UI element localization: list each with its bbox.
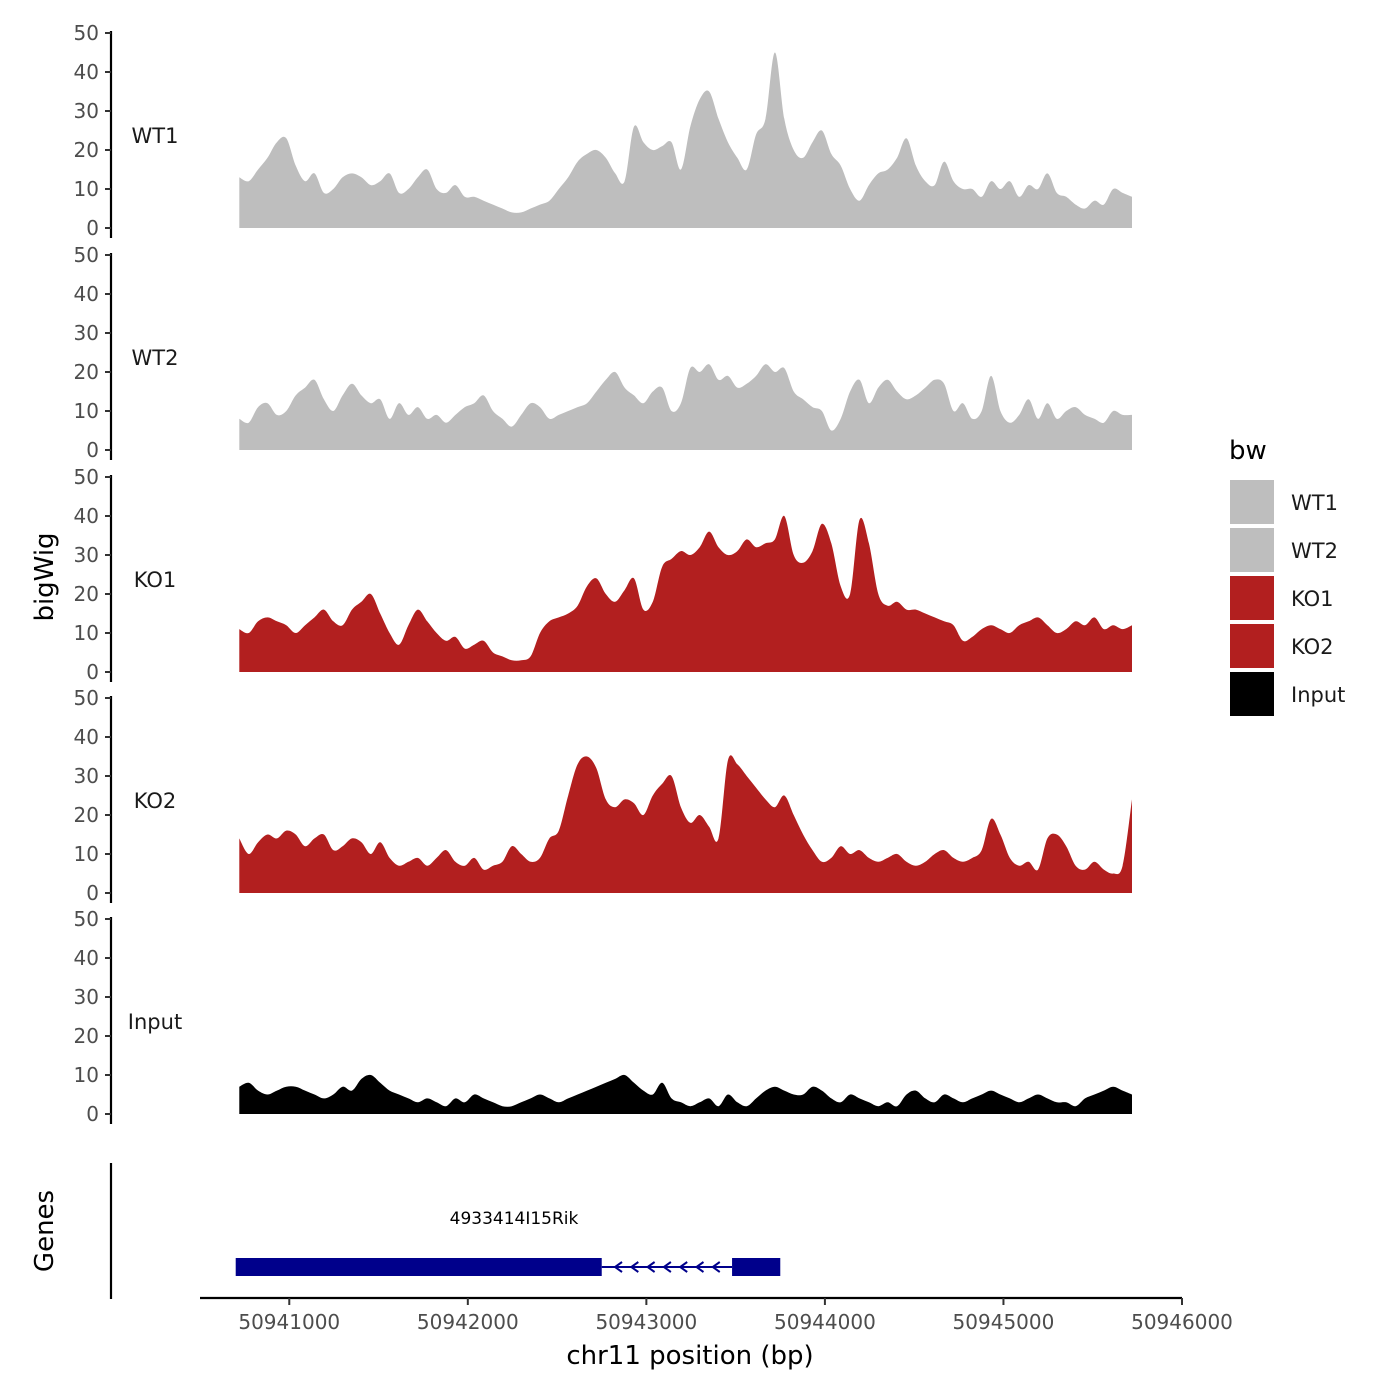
x-tick-label: 50944000 (774, 1310, 876, 1334)
y-tick-label: 50 (74, 243, 99, 267)
gene-track: Genes 4933414I15Rik (30, 1163, 781, 1299)
y-tick-label: 20 (74, 138, 99, 162)
x-axis: 50941000 50942000 50943000 50944000 50945000… (200, 1296, 1233, 1371)
y-tick-label: 0 (86, 1102, 99, 1126)
y-tick-label: 30 (74, 543, 99, 567)
y-tick-label: 40 (74, 504, 99, 528)
y-tick-label: 30 (74, 99, 99, 123)
x-tick-label: 50946000 (1131, 1310, 1233, 1334)
x-axis-title: chr11 position (bp) (566, 1341, 813, 1371)
track-input: 0 10 20 30 40 50 Input (74, 907, 1133, 1126)
area-wt2 (239, 364, 1133, 450)
y-tick-label: 10 (74, 1063, 99, 1087)
area-wt1 (239, 52, 1133, 228)
y-tick-label: 20 (74, 582, 99, 606)
y-tick-label: 50 (74, 686, 99, 710)
track-label-wt1: WT1 (132, 124, 179, 148)
x-tick-label: 50943000 (595, 1310, 697, 1334)
gene-track-label: Genes (30, 1190, 60, 1272)
y-tick-label: 0 (86, 660, 99, 684)
x-tick-label: 50941000 (238, 1310, 340, 1334)
legend-title: bw (1229, 436, 1267, 466)
y-tick-label: 40 (74, 725, 99, 749)
legend-swatch-wt2 (1230, 528, 1274, 572)
y-tick-label: 30 (74, 321, 99, 345)
strand-arrow-icon (629, 1261, 639, 1273)
y-tick-label: 0 (86, 216, 99, 240)
track-wt1: 0 10 20 30 40 50 WT1 (74, 21, 1133, 240)
area-input (239, 1074, 1133, 1114)
y-tick-label: 50 (74, 907, 99, 931)
track-ko2: 0 10 20 30 40 50 KO2 (74, 686, 1133, 905)
strand-arrow-icon (662, 1261, 672, 1273)
gene-exon (732, 1258, 781, 1276)
legend: bw WT1 WT2 KO1 KO2 Input (1229, 436, 1345, 716)
y-tick-label: 40 (74, 282, 99, 306)
legend-swatch-ko2 (1230, 624, 1274, 668)
area-ko1 (239, 515, 1133, 672)
legend-label-input: Input (1291, 683, 1345, 707)
strand-arrow-icon (678, 1261, 688, 1273)
track-ko1: 0 10 20 30 40 50 KO1 (74, 465, 1133, 684)
legend-label-ko1: KO1 (1291, 587, 1334, 611)
x-tick-label: 50942000 (417, 1310, 519, 1334)
legend-label-ko2: KO2 (1291, 635, 1334, 659)
strand-arrow-icon (613, 1261, 623, 1273)
y-tick-label: 50 (74, 21, 99, 45)
y-tick-label: 0 (86, 438, 99, 462)
x-tick-label: 50945000 (953, 1310, 1055, 1334)
y-tick-label: 10 (74, 842, 99, 866)
legend-label-wt2: WT2 (1291, 539, 1338, 563)
y-tick-label: 20 (74, 1024, 99, 1048)
track-label-ko2: KO2 (134, 789, 177, 813)
legend-swatch-ko1 (1230, 576, 1274, 620)
legend-swatch-wt1 (1230, 480, 1274, 524)
track-label-ko1: KO1 (134, 568, 177, 592)
area-ko2 (239, 755, 1133, 893)
y-tick-label: 40 (74, 946, 99, 970)
strand-arrow-icon (645, 1261, 656, 1273)
y-tick-label: 40 (74, 60, 99, 84)
y-tick-label: 30 (74, 985, 99, 1009)
track-wt2: 0 10 20 30 40 50 WT2 (74, 243, 1133, 462)
y-tick-label: 0 (86, 881, 99, 905)
legend-label-wt1: WT1 (1291, 491, 1338, 515)
y-tick-label: 10 (74, 399, 99, 423)
track-label-input: Input (128, 1010, 182, 1034)
strand-arrow-icon (711, 1261, 721, 1273)
y-tick-label: 20 (74, 360, 99, 384)
track-label-wt2: WT2 (132, 346, 179, 370)
y-tick-label: 10 (74, 177, 99, 201)
y-tick-label: 20 (74, 803, 99, 827)
legend-swatch-input (1230, 672, 1274, 716)
y-tick-label: 50 (74, 465, 99, 489)
y-tick-label: 10 (74, 621, 99, 645)
gene-exon (235, 1258, 602, 1276)
y-tick-label: 30 (74, 764, 99, 788)
gene-name-label: 4933414I15Rik (450, 1209, 579, 1229)
y-axis-title: bigWig (30, 532, 60, 621)
strand-arrow-icon (694, 1261, 705, 1273)
